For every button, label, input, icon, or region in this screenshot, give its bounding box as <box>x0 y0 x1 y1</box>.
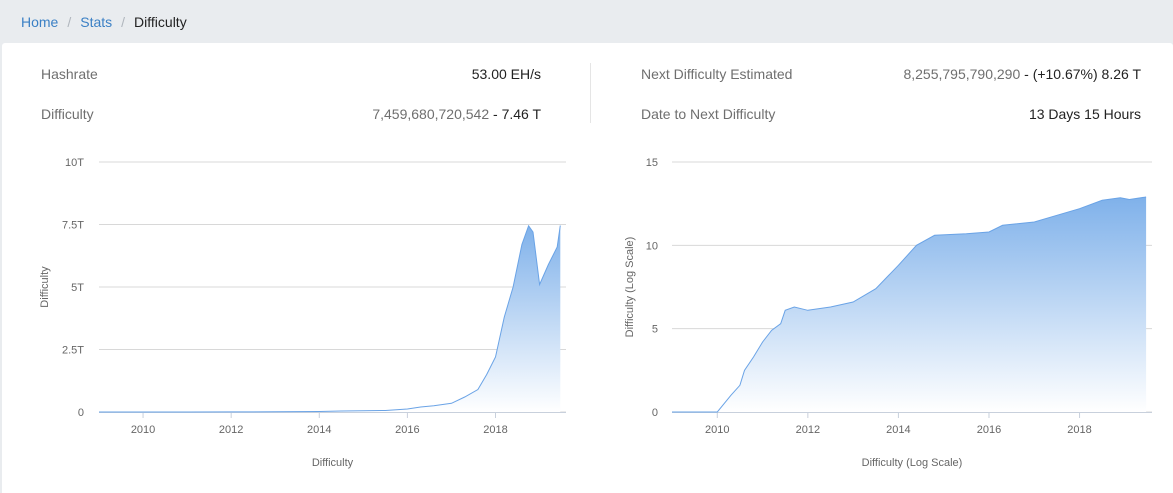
y-axis-title: Difficulty <box>39 266 51 308</box>
difficulty-dash: - <box>489 106 502 122</box>
x-axis-title: Difficulty <box>312 457 354 469</box>
breadcrumb-separator: / <box>67 13 72 30</box>
difficulty-raw: 7,459,680,720,542 <box>372 106 490 122</box>
series-line <box>672 196 1147 413</box>
x-tick-label: 2010 <box>131 424 155 436</box>
y-axis-title: Difficulty (Log Scale) <box>624 237 636 338</box>
x-tick-label: 2012 <box>219 424 243 436</box>
y-tick-label: 10T <box>65 157 84 169</box>
breadcrumb-home-link[interactable]: Home <box>21 13 59 30</box>
next-difficulty-change: (+10.67%) 8.26 T <box>1032 66 1141 82</box>
x-tick-label: 2014 <box>886 424 910 436</box>
x-tick-label: 2016 <box>395 424 419 436</box>
x-tick-label: 2018 <box>483 424 507 436</box>
x-tick-label: 2012 <box>796 424 820 436</box>
breadcrumb: Home / Stats / Difficulty <box>0 0 1173 43</box>
y-tick-label: 5T <box>71 282 84 294</box>
x-tick-label: 2014 <box>307 424 331 436</box>
series-line <box>99 224 561 413</box>
y-tick-label: 10 <box>646 240 658 252</box>
difficulty-short: 7.46 T <box>501 106 541 122</box>
y-tick-label: 0 <box>78 407 84 419</box>
series-area <box>99 225 561 412</box>
date-next-label: Date to Next Difficulty <box>641 106 776 122</box>
date-next-value: 13 Days 15 Hours <box>1028 106 1141 122</box>
series-area <box>672 197 1147 412</box>
hashrate-value: 53.00 EH/s <box>471 66 541 82</box>
x-tick-label: 2010 <box>705 424 729 436</box>
hashrate-label: Hashrate <box>41 66 98 82</box>
x-axis-title: Difficulty (Log Scale) <box>862 457 963 469</box>
difficulty-label: Difficulty <box>41 106 94 122</box>
y-tick-label: 7.5T <box>62 220 84 232</box>
y-tick-label: 2.5T <box>62 345 84 357</box>
y-tick-label: 15 <box>646 157 658 169</box>
breadcrumb-current: Difficulty <box>134 13 187 30</box>
stats-divider <box>590 63 591 123</box>
breadcrumb-stats-link[interactable]: Stats <box>80 13 113 30</box>
next-difficulty-raw: 8,255,795,790,290 <box>903 66 1021 82</box>
breadcrumb-separator: / <box>121 13 126 30</box>
next-difficulty-label: Next Difficulty Estimated <box>641 66 793 82</box>
y-tick-label: 5 <box>652 324 658 336</box>
next-difficulty-value: 8,255,795,790,290 - (+10.67%) 8.26 T <box>903 66 1141 82</box>
y-tick-label: 0 <box>652 407 658 419</box>
x-tick-label: 2018 <box>1067 424 1091 436</box>
next-difficulty-dash: - <box>1020 66 1033 82</box>
difficulty-value: 7,459,680,720,542 - 7.46 T <box>372 106 541 122</box>
x-tick-label: 2016 <box>977 424 1001 436</box>
